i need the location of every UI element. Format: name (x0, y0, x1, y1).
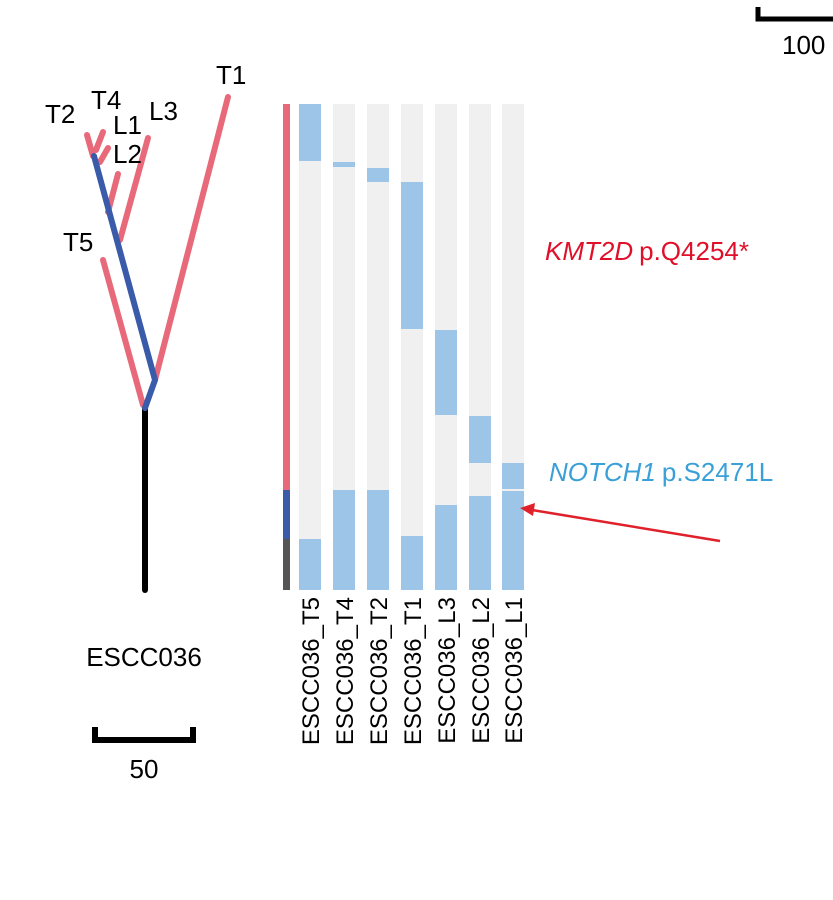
sample-label: ESCC036_T2 (366, 597, 393, 745)
branch-t5 (100, 257, 146, 408)
branch-l1 (97, 145, 111, 165)
branch-t4 (93, 129, 106, 153)
side-bar-metastatic-segment (283, 490, 290, 539)
sample-label: ESCC036_L3 (434, 597, 461, 744)
sample-label: ESCC036_T4 (332, 597, 359, 745)
sample-label: ESCC036_T1 (400, 597, 427, 745)
mutation-block (299, 104, 321, 161)
kmt2d-mutation: p.Q4254* (639, 236, 749, 266)
top-scale-bar: 100 (755, 7, 833, 60)
mutation-block (401, 536, 423, 590)
mutation-block (469, 416, 491, 463)
tree-scale-bar-label: 50 (130, 754, 159, 784)
notch1-gene: NOTCH1 (549, 457, 656, 487)
mutation-block (401, 182, 423, 329)
leaf-label-l3: L3 (149, 96, 178, 126)
sample-label: ESCC036_L1 (501, 597, 528, 744)
kmt2d-gene: KMT2D (545, 236, 633, 266)
leaf-label-t1: T1 (216, 60, 246, 90)
metastatic-branch (91, 153, 158, 411)
mutation-block (367, 490, 389, 590)
mutation-heatmap (299, 104, 524, 590)
patient-label: ESCC036 (86, 642, 202, 672)
branch-t2 (84, 132, 96, 159)
sample-label: ESCC036_T5 (298, 597, 325, 745)
heatmap-column-t4 (333, 104, 355, 590)
mutation-block (435, 505, 457, 590)
heatmap-column-t2 (367, 104, 389, 590)
sample-labels: ESCC036_T5 ESCC036_T4 ESCC036_T2 ESCC036… (298, 597, 528, 745)
leaf-label-l2: L2 (113, 139, 142, 169)
kmt2d-annotation: KMT2D p.Q4254* (545, 236, 749, 266)
notch1-annotation: NOTCH1 p.S2471L (549, 457, 773, 487)
heatmap-column-l2 (469, 104, 491, 590)
mutation-block (333, 162, 355, 167)
mutation-block (367, 168, 389, 182)
side-bar-primary-segment (283, 104, 290, 490)
heatmap-column-t5 (299, 104, 321, 590)
mutation-block (502, 491, 524, 590)
sample-label: ESCC036_L2 (468, 597, 495, 744)
phylogenetic-tree (84, 94, 231, 593)
notch1-mutation: p.S2471L (662, 457, 773, 487)
mutation-block (435, 330, 457, 415)
top-scale-bar-label: 100 (782, 30, 825, 60)
leaf-label-t2: T2 (45, 99, 75, 129)
mutation-block (299, 539, 321, 590)
notch1-arrow (520, 503, 721, 543)
side-color-bar (283, 104, 290, 590)
branch-l3 (117, 135, 151, 243)
mutation-block (502, 463, 524, 489)
side-bar-trunk-segment (283, 539, 290, 590)
tree-scale-bar: 50 (92, 727, 196, 784)
heatmap-column-t1 (401, 104, 423, 590)
mutation-block (333, 490, 355, 590)
leaf-label-t5: T5 (63, 227, 93, 257)
leaf-label-t4: T4 (91, 85, 121, 115)
leaf-label-l1: L1 (113, 110, 142, 140)
leaf-labels: T2 T4 L1 L3 L2 T5 T1 (45, 60, 246, 257)
branch-t1 (152, 94, 231, 383)
mutation-block (469, 496, 491, 590)
